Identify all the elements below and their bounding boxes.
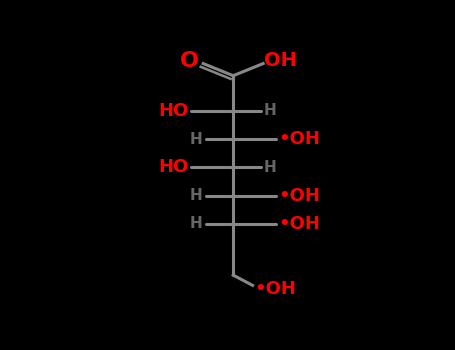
Text: H: H <box>263 103 276 118</box>
Text: H: H <box>190 132 203 147</box>
Text: •OH: •OH <box>278 187 320 205</box>
Text: H: H <box>190 188 203 203</box>
Text: HO: HO <box>159 102 189 120</box>
Text: HO: HO <box>159 158 189 176</box>
Text: O: O <box>180 51 199 71</box>
Text: H: H <box>263 160 276 175</box>
Text: H: H <box>190 216 203 231</box>
Text: OH: OH <box>263 51 297 70</box>
Text: •OH: •OH <box>254 280 296 298</box>
Text: •OH: •OH <box>278 130 320 148</box>
Text: •OH: •OH <box>278 215 320 233</box>
